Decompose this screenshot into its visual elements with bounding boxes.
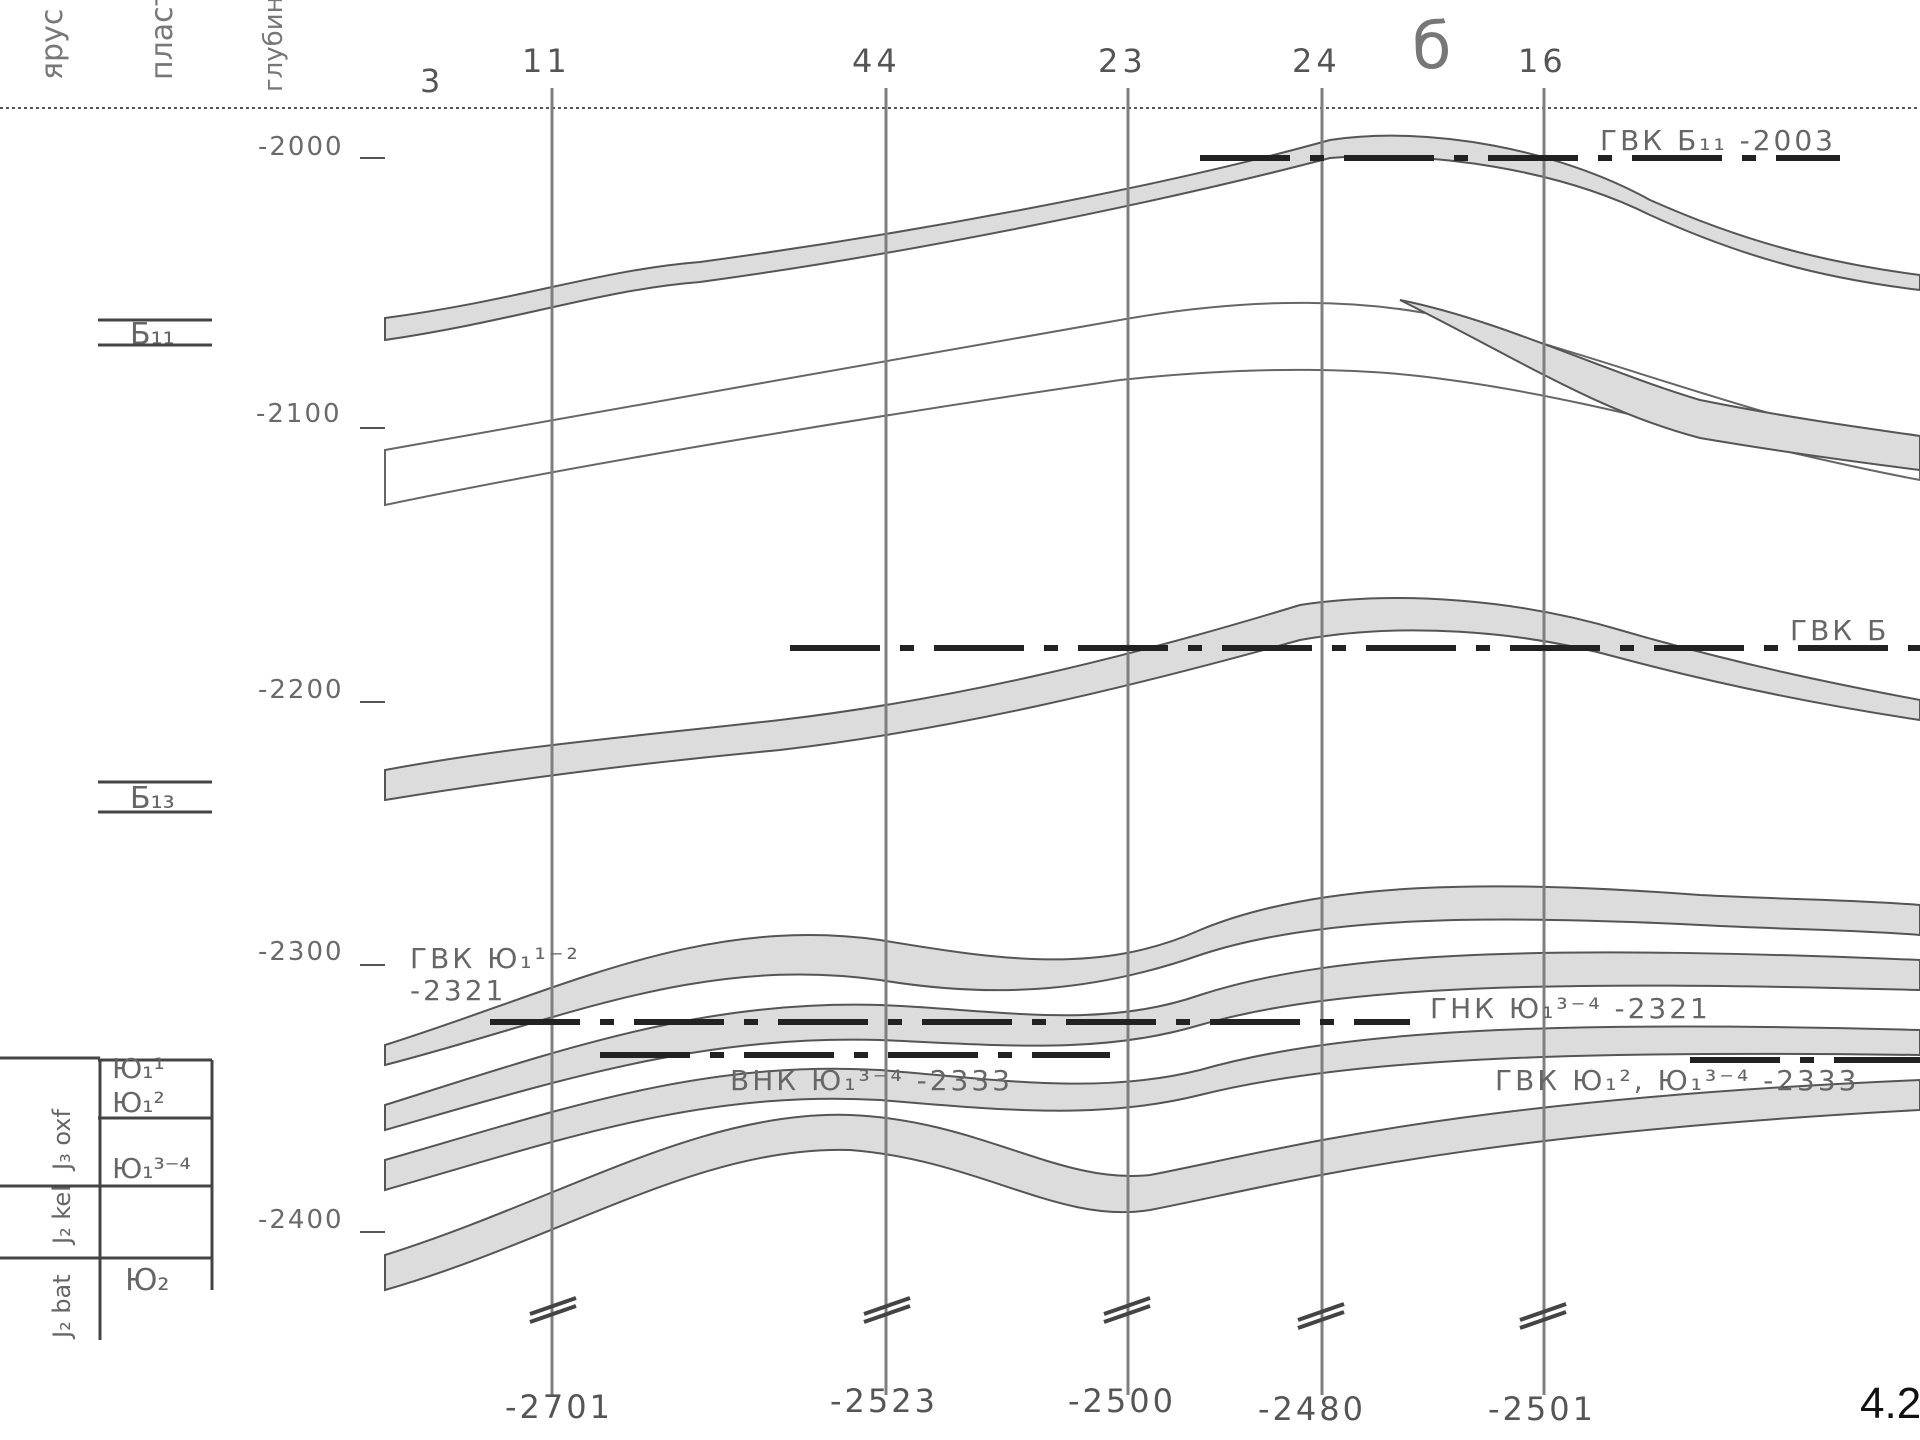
column-header-depth: глубина а.о. — [259, 0, 289, 92]
strat-yu2: Ю₂ — [125, 1263, 169, 1298]
page-number: 4.2 — [1860, 1379, 1920, 1428]
well-24-number: 24 — [1292, 42, 1341, 80]
depth-scale: -2000 -2100 -2200 -2300 -2400 — [256, 132, 385, 1235]
layer-yu1-group — [384, 885, 1920, 1292]
contact-gvk-b13: ГВК Б — [1790, 614, 1889, 647]
column-header-age: ярус — [35, 9, 70, 80]
contact-gvk-yu12-value: -2321 — [410, 974, 506, 1007]
layer-b11-sand — [384, 299, 1920, 507]
strat-yu1-34: Ю₁³⁻⁴ — [112, 1152, 191, 1185]
well-44: 44 -2523 — [830, 42, 938, 1420]
strat-yu1-2: Ю₁² — [112, 1086, 165, 1119]
depth-mark-2400: -2400 — [258, 1205, 344, 1235]
column-header-layer: пласт — [145, 0, 180, 80]
strat-column: Б₁₁ Б₁₃ Ю₁¹ Ю₁² Ю₁³⁻⁴ Ю₂ J₃ oxf J₂ kel J… — [0, 317, 214, 1340]
section-letter: б — [1412, 10, 1451, 84]
contact-gvk-b11: ГВК Б₁₁ -2003 — [1600, 124, 1836, 157]
depth-mark-2300: -2300 — [258, 937, 344, 967]
strat-yu1-1: Ю₁¹ — [112, 1052, 165, 1085]
well-24: 24 -2480 — [1258, 42, 1366, 1428]
well-11-number: 11 — [522, 42, 571, 80]
well-11: 11 -2701 — [505, 42, 613, 1426]
contact-vnk-yu34: ВНК Ю₁³⁻⁴ -2333 — [730, 1064, 1013, 1097]
well-11-bottom: -2701 — [505, 1388, 613, 1426]
well-break-marks — [529, 1296, 1567, 1330]
strat-b11: Б₁₁ — [130, 317, 175, 352]
strat-j2-bat: J₂ bat — [48, 1274, 76, 1340]
layer-b13 — [384, 597, 1920, 802]
well-23: 23 -2500 — [1068, 42, 1176, 1420]
well-16: 16 -2501 — [1488, 42, 1596, 1428]
layer-b11-upper — [384, 134, 1920, 342]
contact-gnk-yu34: ГНК Ю₁³⁻⁴ -2321 — [1430, 992, 1711, 1025]
well-23-number: 23 — [1098, 42, 1147, 80]
contact-gvk-yu12: ГВК Ю₁¹⁻² — [410, 942, 581, 975]
depth-mark-2000: -2000 — [258, 132, 344, 162]
well-24-bottom: -2480 — [1258, 1390, 1366, 1428]
well-23-bottom: -2500 — [1068, 1382, 1176, 1420]
strat-b13: Б₁₃ — [130, 781, 175, 816]
strat-j3-oxf: J₃ oxf — [48, 1109, 76, 1172]
well-16-bottom: -2501 — [1488, 1390, 1596, 1428]
depth-mark-2200: -2200 — [258, 675, 344, 705]
well-prefix: 3 — [420, 62, 444, 100]
strat-j2-kel: J₂ kel — [48, 1185, 76, 1246]
contact-gvk-yu-combo: ГВК Ю₁², Ю₁³⁻⁴ -2333 — [1495, 1064, 1860, 1097]
well-16-number: 16 — [1518, 42, 1567, 80]
well-44-bottom: -2523 — [830, 1382, 938, 1420]
well-44-number: 44 — [852, 42, 901, 80]
contact-lines — [490, 155, 1920, 1063]
depth-mark-2100: -2100 — [256, 399, 342, 429]
